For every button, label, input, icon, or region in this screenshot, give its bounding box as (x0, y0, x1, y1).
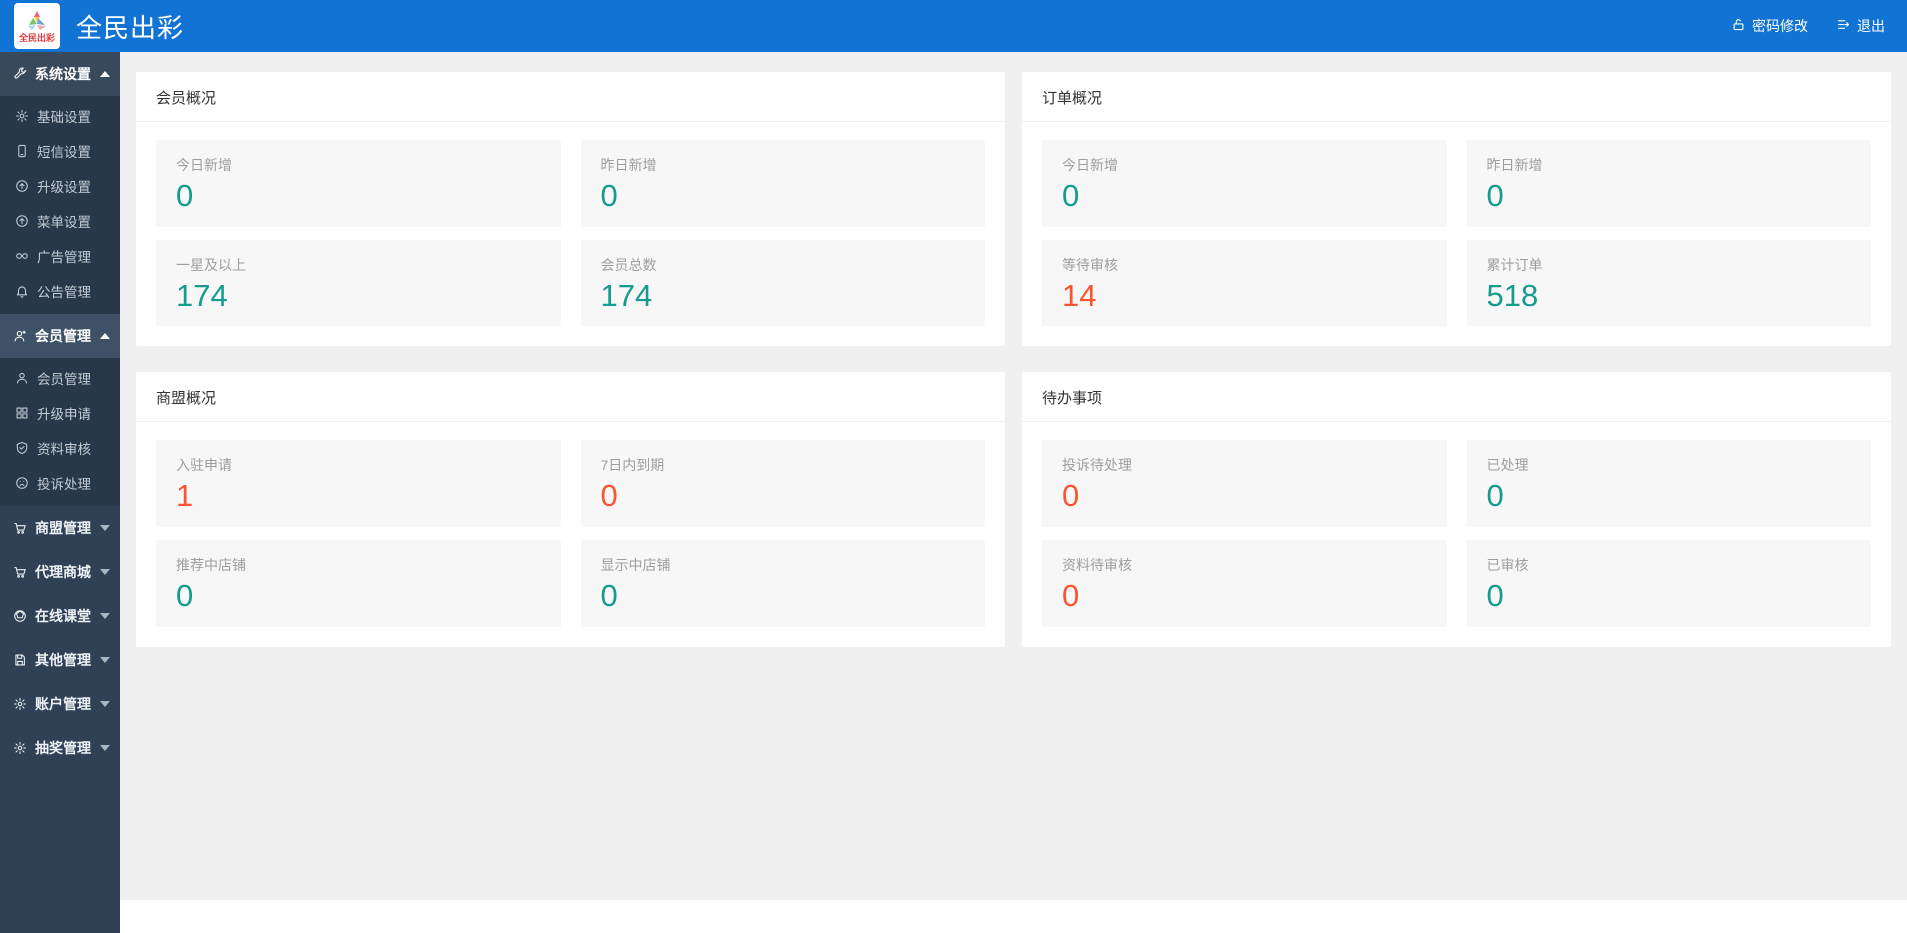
stat-tile-total-members: 会员总数 174 (580, 239, 985, 327)
sidebar: 系统设置 基础设置 短信设置 升级设置 (0, 52, 120, 933)
sidebar-item-menu-settings[interactable]: 菜单设置 (0, 203, 120, 238)
stat-tile-total-orders: 累计订单 518 (1466, 239, 1871, 327)
user-icon (12, 329, 28, 343)
user-icon (14, 371, 30, 385)
card-todo: 待办事项 投诉待处理 0 已处理 0 资料待审核 0 (1022, 372, 1891, 647)
arrow-up-circle-icon (14, 179, 30, 193)
sidebar-item-upgrade-apply[interactable]: 升级申请 (0, 395, 120, 430)
card-order-overview: 订单概况 今日新增 0 昨日新增 0 等待审核 14 (1022, 72, 1891, 347)
bell-icon (14, 284, 30, 298)
app-title: 全民出彩 (76, 12, 185, 43)
stat-tile-data-pending-review: 资料待审核 0 (1042, 539, 1447, 627)
stat-tile-yesterday-new-members: 昨日新增 0 (580, 140, 985, 227)
sidebar-item-data-review[interactable]: 资料审核 (0, 430, 120, 465)
main-content: 会员概况 今日新增 0 昨日新增 0 一星及以上 174 (120, 52, 1907, 900)
file-icon (12, 653, 28, 667)
sidebar-item-basic-settings[interactable]: 基础设置 (0, 98, 120, 133)
gear-icon (14, 109, 30, 123)
card-member-overview: 会员概况 今日新增 0 昨日新增 0 一星及以上 174 (136, 72, 1005, 347)
caret-up-icon (100, 71, 110, 77)
stat-tile-complaints-pending: 投诉待处理 0 (1042, 440, 1447, 527)
caret-down-icon (100, 657, 110, 663)
app-logo: 全民出彩 (14, 3, 60, 49)
sidebar-item-complaint-handling[interactable]: 投诉处理 (0, 465, 120, 500)
change-password-button[interactable]: 密码修改 (1731, 16, 1808, 36)
sidebar-item-member-management[interactable]: 会员管理 (0, 360, 120, 395)
sidebar-item-sms-settings[interactable]: 短信设置 (0, 133, 120, 168)
stat-tile-today-new-members: 今日新增 0 (156, 140, 561, 227)
stat-tile-pending-review-orders: 等待审核 14 (1042, 239, 1447, 327)
arrow-up-circle-icon (14, 214, 30, 228)
gear-badge-icon (12, 697, 28, 711)
sidebar-group-label: 系统设置 (35, 66, 91, 82)
sidebar-group-online-classroom[interactable]: 在线课堂 (0, 594, 120, 638)
top-header: 全民出彩 全民出彩 密码修改 退出 (0, 0, 1907, 52)
card-title: 待办事项 (1022, 372, 1891, 423)
stat-tile-recommended-shops: 推荐中店铺 0 (156, 539, 561, 627)
grid-icon (14, 406, 30, 420)
sidebar-group-other-management[interactable]: 其他管理 (0, 638, 120, 682)
card-alliance-overview: 商盟概况 入驻申请 1 7日内到期 0 推荐中店铺 0 (136, 372, 1005, 647)
wrench-icon (12, 67, 28, 81)
logout-button[interactable]: 退出 (1836, 16, 1885, 36)
sidebar-item-upgrade-settings[interactable]: 升级设置 (0, 168, 120, 203)
stat-tile-one-star-plus: 一星及以上 174 (156, 239, 561, 327)
sidebar-group-system-settings[interactable]: 系统设置 (0, 52, 120, 96)
sidebar-group-agent-mall[interactable]: 代理商城 (0, 550, 120, 594)
stat-tile-visible-shops: 显示中店铺 0 (580, 539, 985, 627)
sidebar-submenu-system: 基础设置 短信设置 升级设置 菜单设置 (0, 96, 120, 314)
caret-down-icon (100, 569, 110, 575)
sidebar-group-member-management[interactable]: 会员管理 (0, 314, 120, 358)
stat-tile-data-reviewed: 已审核 0 (1466, 539, 1871, 627)
globe-icon (12, 609, 28, 623)
sidebar-group-account-management[interactable]: 账户管理 (0, 682, 120, 726)
card-title: 订单概况 (1022, 72, 1891, 122)
sidebar-group-lottery-management[interactable]: 抽奖管理 (0, 726, 120, 770)
phone-icon (14, 144, 30, 158)
sidebar-group-merchant-alliance[interactable]: 商盟管理 (0, 506, 120, 550)
gear-badge-icon (12, 741, 28, 755)
stat-tile-yesterday-new-orders: 昨日新增 0 (1466, 140, 1871, 227)
stat-tile-entry-applications: 入驻申请 1 (156, 440, 561, 527)
sidebar-submenu-member: 会员管理 升级申请 资料审核 投诉处理 (0, 358, 120, 506)
card-title: 会员概况 (136, 72, 1005, 122)
logo-text: 全民出彩 (18, 32, 55, 43)
link-icon (14, 249, 30, 263)
sidebar-group-label: 会员管理 (35, 328, 91, 344)
caret-down-icon (100, 613, 110, 619)
stat-tile-complaints-handled: 已处理 0 (1466, 440, 1871, 527)
cart-icon (12, 565, 28, 579)
caret-down-icon (100, 701, 110, 707)
shield-check-icon (14, 441, 30, 455)
footer-strip (120, 900, 1907, 933)
stat-tile-today-new-orders: 今日新增 0 (1042, 140, 1447, 227)
caret-down-icon (100, 525, 110, 531)
sidebar-item-announcement-management[interactable]: 公告管理 (0, 273, 120, 308)
logo-triangle-icon (28, 10, 46, 30)
lock-icon (1731, 17, 1746, 35)
frown-icon (14, 476, 30, 490)
logout-icon (1836, 17, 1851, 35)
caret-down-icon (100, 745, 110, 751)
caret-up-icon (100, 333, 110, 339)
stat-tile-expiring-7-days: 7日内到期 0 (580, 440, 985, 527)
cart-icon (12, 521, 28, 535)
sidebar-item-ad-management[interactable]: 广告管理 (0, 238, 120, 273)
card-title: 商盟概况 (136, 372, 1005, 423)
